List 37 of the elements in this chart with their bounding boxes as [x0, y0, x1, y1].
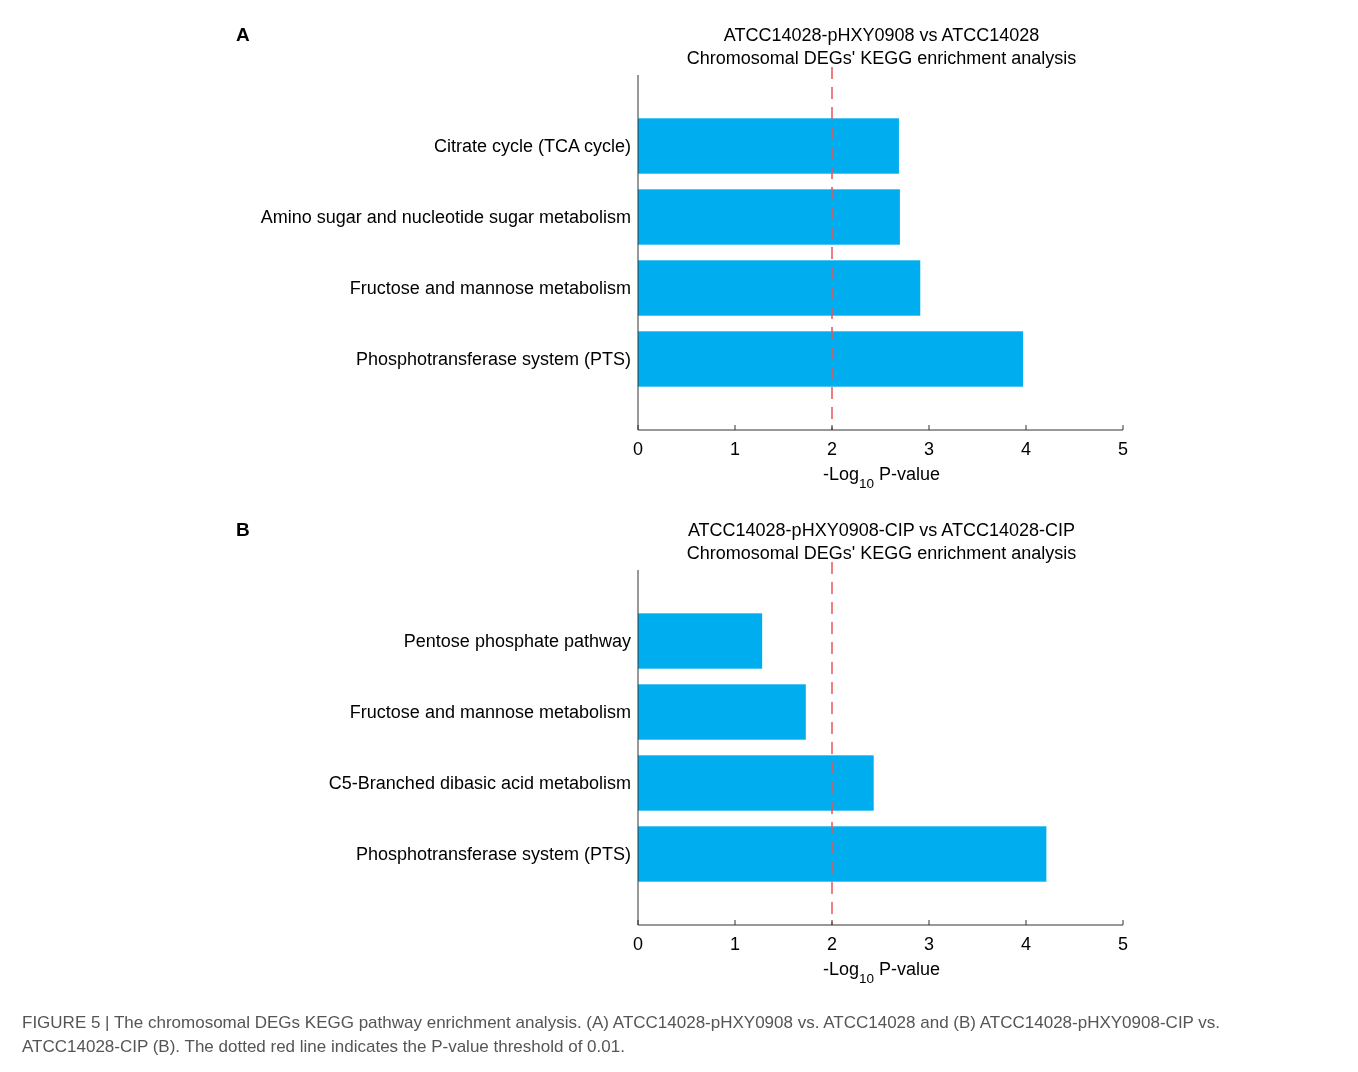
bar [638, 331, 1024, 387]
x-tick-label: 2 [826, 934, 838, 954]
text: A [236, 24, 250, 45]
x-tick-label: 2 [826, 439, 838, 459]
y-tick-label: Phosphotransferase system (PTS) [355, 349, 631, 370]
y-tick-label: Fructose and mannose metabolism [349, 702, 631, 723]
y-tick-label: C5-Branched dibasic acid metabolism [328, 773, 631, 794]
chart-title: ATCC14028-pHXY0908 vs ATCC14028 [723, 25, 1040, 45]
bar [638, 826, 1047, 882]
x-tick-label: 1 [729, 934, 741, 954]
y-tick-label: Pentose phosphate pathway [403, 631, 631, 652]
bar [638, 755, 874, 811]
y-tick-label: Citrate cycle (TCA cycle) [433, 136, 631, 157]
y-tick-label: Amino sugar and nucleotide sugar metabolism [260, 207, 631, 228]
x-tick-label: 5 [1117, 439, 1129, 459]
y-tick-label: Phosphotransferase system (PTS) [355, 844, 631, 865]
bar [638, 118, 899, 174]
chart-title: ATCC14028-pHXY0908-CIP vs ATCC14028-CIP [687, 520, 1076, 540]
chart-subtitle: Chromosomal DEGs' KEGG enrichment analysis [686, 48, 1077, 68]
bar [638, 613, 763, 669]
text: B [236, 519, 250, 540]
x-tick-label: 4 [1020, 934, 1032, 954]
bar [638, 684, 806, 740]
x-axis-title: -Log$_{10}$ P-value [822, 464, 941, 491]
x-tick-label: 3 [923, 934, 935, 954]
x-tick-label: 4 [1020, 439, 1032, 459]
x-tick-label: 0 [632, 934, 644, 954]
x-tick-label: 3 [923, 439, 935, 459]
chart-subtitle: Chromosomal DEGs' KEGG enrichment analysis [686, 543, 1077, 563]
x-tick-label: 1 [729, 439, 741, 459]
x-tick-label: 0 [632, 439, 644, 459]
x-axis-title: -Log$_{10}$ P-value [822, 959, 941, 986]
x-tick-label: 5 [1117, 934, 1129, 954]
y-tick-label: Fructose and mannose metabolism [349, 278, 631, 299]
bar [638, 260, 921, 316]
bar [638, 189, 900, 245]
caption: FIGURE 5 | The chromosomal DEGs KEGG pathway enrichment analysis. (A) ATCC14028-pHXY0908 vs. ATCC14028 and (B) ATCC14028-pHXY0908-CIP vs. ATCC14028-CIP (B). The dotted red line indicates the P-value threshold of 0.01. [22, 1013, 1221, 1056]
